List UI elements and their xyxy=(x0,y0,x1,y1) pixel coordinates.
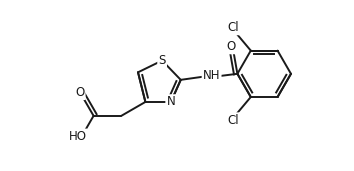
Text: N: N xyxy=(166,95,175,108)
Text: Cl: Cl xyxy=(228,21,239,34)
Text: HO: HO xyxy=(69,130,87,143)
Text: O: O xyxy=(227,40,236,53)
Text: S: S xyxy=(159,54,166,67)
Text: O: O xyxy=(75,86,84,99)
Text: Cl: Cl xyxy=(228,114,239,127)
Text: NH: NH xyxy=(203,69,220,82)
